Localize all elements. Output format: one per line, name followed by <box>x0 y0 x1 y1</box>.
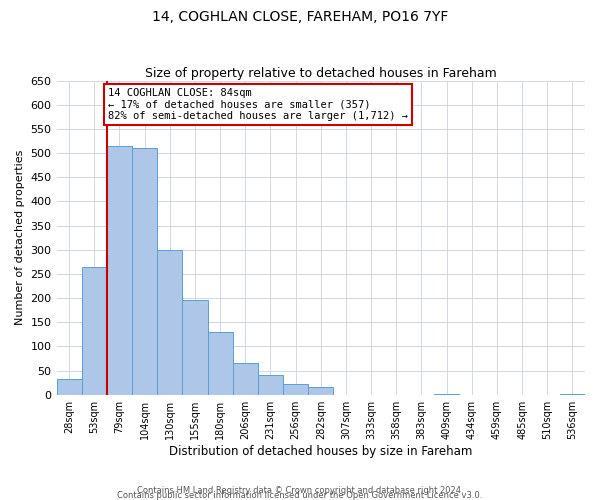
Title: Size of property relative to detached houses in Fareham: Size of property relative to detached ho… <box>145 66 497 80</box>
Text: Contains HM Land Registry data © Crown copyright and database right 2024.: Contains HM Land Registry data © Crown c… <box>137 486 463 495</box>
Bar <box>157 250 182 394</box>
Bar <box>182 300 208 394</box>
Text: Contains public sector information licensed under the Open Government Licence v3: Contains public sector information licen… <box>118 490 482 500</box>
Bar <box>56 379 82 394</box>
Bar <box>132 148 157 394</box>
X-axis label: Distribution of detached houses by size in Fareham: Distribution of detached houses by size … <box>169 444 472 458</box>
Y-axis label: Number of detached properties: Number of detached properties <box>15 150 25 326</box>
Bar <box>107 146 132 394</box>
Bar <box>208 332 233 394</box>
Bar <box>308 388 334 394</box>
Bar <box>258 376 283 394</box>
Bar <box>283 384 308 394</box>
Text: 14, COGHLAN CLOSE, FAREHAM, PO16 7YF: 14, COGHLAN CLOSE, FAREHAM, PO16 7YF <box>152 10 448 24</box>
Text: 14 COGHLAN CLOSE: 84sqm
← 17% of detached houses are smaller (357)
82% of semi-d: 14 COGHLAN CLOSE: 84sqm ← 17% of detache… <box>108 88 408 121</box>
Bar <box>82 266 107 394</box>
Bar <box>233 364 258 394</box>
